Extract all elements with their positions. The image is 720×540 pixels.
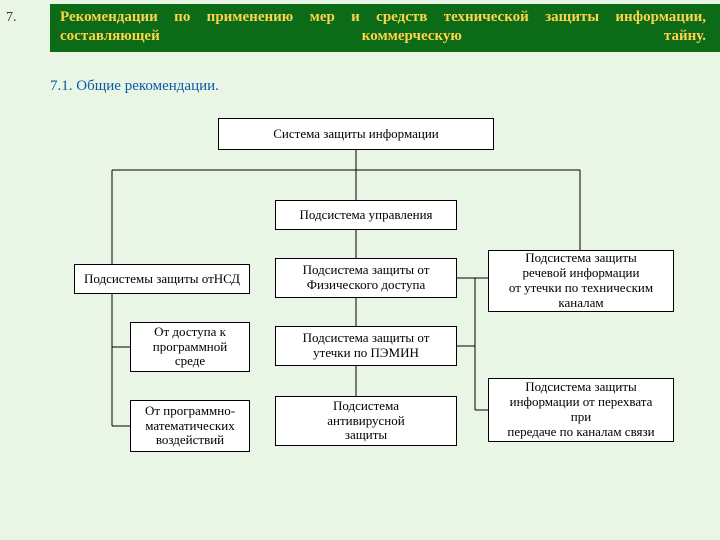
node-nsd-math: От программно- математических воздействи… xyxy=(130,400,250,452)
node-phys: Подсистема защиты от Физического доступа xyxy=(275,258,457,298)
header-band: Рекомендации по применению мер и средств… xyxy=(50,4,720,52)
node-mgmt: Подсистема управления xyxy=(275,200,457,230)
node-channels: Подсистема защиты информации от перехват… xyxy=(488,378,674,442)
node-pemin: Подсистема защиты от утечки по ПЭМИН xyxy=(275,326,457,366)
header-title: Рекомендации по применению мер и средств… xyxy=(60,8,706,46)
slide-number: 7. xyxy=(6,10,17,26)
node-speech: Подсистема защиты речевой информации от … xyxy=(488,250,674,312)
subtitle: 7.1. Общие рекомендации. xyxy=(50,78,219,95)
node-root: Система защиты информации xyxy=(218,118,494,150)
node-nsd-env: От доступа к программной среде xyxy=(130,322,250,372)
node-nsd: Подсистемы защиты отНСД xyxy=(74,264,250,294)
node-av: Подсистема антивирусной защиты xyxy=(275,396,457,446)
